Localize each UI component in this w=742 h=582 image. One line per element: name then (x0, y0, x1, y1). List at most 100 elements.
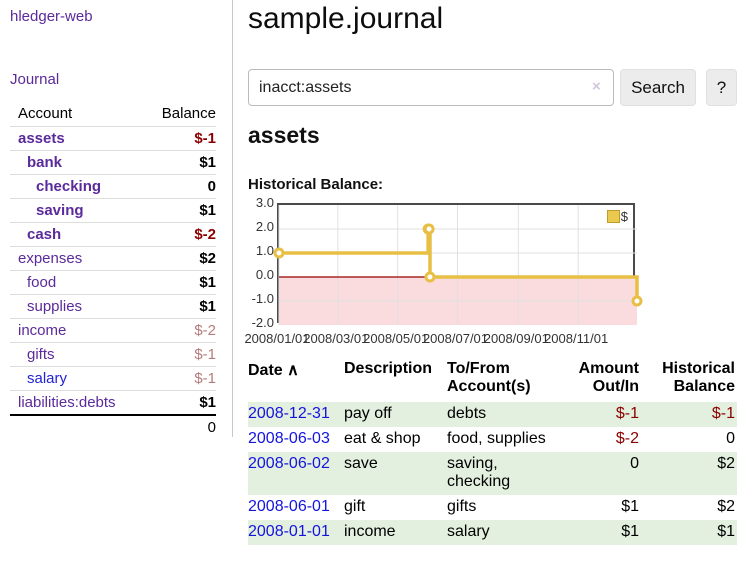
search-form: × Search ? (248, 69, 738, 106)
account-row: expenses $2 (10, 246, 216, 271)
account-row: assets $-1 (10, 126, 216, 151)
register-column-header: To/From Account(s) (447, 360, 531, 395)
legend-swatch-icon (606, 210, 620, 223)
transaction-accounts: food, supplies (447, 430, 546, 447)
account-balance: $-1 (146, 342, 216, 367)
transaction-description: gift (344, 498, 366, 515)
account-row: checking 0 (10, 174, 216, 199)
accounts-table: Account Balance assets $-1 bank $1 checking 0… (10, 102, 216, 439)
transaction-accounts: saving, checking (447, 455, 511, 490)
sidebar-account-link[interactable]: assets (18, 130, 65, 147)
register-column-header[interactable]: Date ∧ (248, 362, 299, 379)
register-header-row: Date ∧ Description To/From Account(s) Amount… (248, 358, 737, 402)
sidebar-account-link[interactable]: supplies (27, 298, 83, 315)
transaction-date-link[interactable]: 2008-06-03 (248, 430, 330, 447)
x-axis-label: 2008/03/01 (303, 331, 369, 346)
x-axis-label: 2008/11/01 (544, 331, 609, 346)
main-content: sample.journal × Search ? assets Histori… (244, 0, 742, 582)
account-balance: $1 (146, 198, 216, 223)
sidebar-account-link[interactable]: salary (27, 370, 68, 387)
x-axis-label: 2008/09/01 (483, 331, 549, 346)
account-row: saving $1 (10, 198, 216, 223)
account-balance: $-2 (146, 222, 216, 247)
transaction-date-link[interactable]: 2008-06-01 (248, 498, 330, 515)
sidebar-account-link[interactable]: food (27, 274, 57, 291)
help-button[interactable]: ? (706, 69, 737, 106)
transaction-amount: $1 (621, 523, 639, 540)
account-balance: $1 (146, 150, 216, 175)
chart-plot-area[interactable]: $ (273, 203, 643, 325)
x-axis-label: 2008/05/01 (363, 331, 429, 346)
sidebar-account-link[interactable]: cash (27, 226, 62, 243)
sidebar-account-link[interactable]: liabilities:debts (18, 394, 116, 411)
account-row: gifts $-1 (10, 342, 216, 367)
transaction-row: 2008-12-31 pay off debts $-1 $-1 (248, 402, 737, 427)
account-balance: $2 (146, 246, 216, 271)
x-axis-label: 2008/07/01 (422, 331, 489, 346)
transaction-description: save (344, 455, 378, 472)
transaction-row: 2008-01-01 income salary $1 $1 (248, 520, 737, 545)
sidebar-account-link[interactable]: saving (36, 202, 84, 219)
search-input[interactable] (248, 69, 614, 106)
y-axis-label: 2.0 (255, 219, 274, 234)
account-balance: $1 (146, 270, 216, 295)
transaction-date-link[interactable]: 2008-01-01 (248, 523, 330, 540)
transaction-accounts: debts (447, 405, 487, 422)
sidebar-account-link[interactable]: income (18, 322, 67, 339)
search-button[interactable]: Search (620, 69, 696, 106)
account-heading: assets (248, 122, 320, 148)
sidebar-account-link[interactable]: bank (27, 154, 63, 171)
account-row: food $1 (10, 270, 216, 295)
account-balance: $-1 (146, 126, 216, 151)
balance-column-header: Balance (161, 105, 216, 122)
sidebar-item-journal[interactable]: Journal (10, 71, 60, 88)
sidebar-account-link[interactable]: checking (36, 178, 102, 195)
transaction-row: 2008-06-02 save saving, checking 0 $2 (248, 452, 737, 495)
y-axis-label: 1.0 (255, 243, 274, 258)
transaction-description: pay off (344, 405, 392, 422)
transaction-amount: 0 (630, 455, 639, 472)
transaction-balance: $2 (717, 455, 735, 472)
page-title: sample.journal (248, 2, 444, 35)
account-row: cash $-2 (10, 222, 216, 247)
register-table: Date ∧ Description To/From Account(s) Amount… (248, 358, 737, 545)
transaction-balance: $1 (717, 523, 735, 540)
transaction-amount: $-1 (615, 405, 639, 422)
account-row: bank $1 (10, 150, 216, 175)
account-row: salary $-1 (10, 366, 216, 391)
y-axis-label: -1.0 (251, 291, 274, 306)
account-row: supplies $1 (10, 294, 216, 319)
chart-title: Historical Balance: (248, 176, 384, 193)
register-column-header: Amount Out/In (578, 360, 639, 395)
legend-label: $ (620, 209, 628, 224)
register-column-header: Historical Balance (662, 360, 735, 395)
accounts-total-value: 0 (146, 414, 216, 439)
y-axis-label: -2.0 (251, 315, 274, 330)
historical-balance-chart: $ 3.0 2.0 1.0 0.0 -1.0 -2.0 2008/01/01 2008/03… (244, 195, 668, 350)
transaction-description: income (344, 523, 396, 540)
account-balance: $-2 (146, 318, 216, 343)
transaction-balance: $-1 (711, 405, 735, 422)
sidebar-account-link[interactable]: expenses (18, 250, 83, 267)
sidebar-account-link[interactable]: gifts (27, 346, 55, 363)
transaction-balance: 0 (726, 430, 735, 447)
app-brand-link[interactable]: hledger-web (10, 8, 93, 25)
transaction-accounts: gifts (447, 498, 477, 515)
account-balance: $1 (146, 390, 216, 415)
account-column-header: Account (18, 105, 73, 122)
clear-search-icon[interactable]: × (592, 78, 601, 95)
transaction-description: eat & shop (344, 430, 421, 447)
y-axis-label: 3.0 (255, 195, 274, 210)
transaction-date-link[interactable]: 2008-12-31 (248, 405, 330, 422)
register-column-header: Description (344, 360, 433, 377)
transaction-amount: $-2 (615, 430, 639, 447)
account-row: income $-2 (10, 318, 216, 343)
accounts-table-header: Account Balance (10, 102, 216, 127)
sort-ascending-icon[interactable]: ∧ (282, 362, 299, 379)
account-balance: $1 (146, 294, 216, 319)
transaction-date-link[interactable]: 2008-06-02 (248, 455, 330, 472)
transaction-accounts: salary (447, 523, 490, 540)
account-balance: 0 (146, 174, 216, 199)
sidebar: hledger-web Journal Account Balance asse… (0, 0, 233, 439)
accounts-total-row: 0 (10, 414, 216, 439)
